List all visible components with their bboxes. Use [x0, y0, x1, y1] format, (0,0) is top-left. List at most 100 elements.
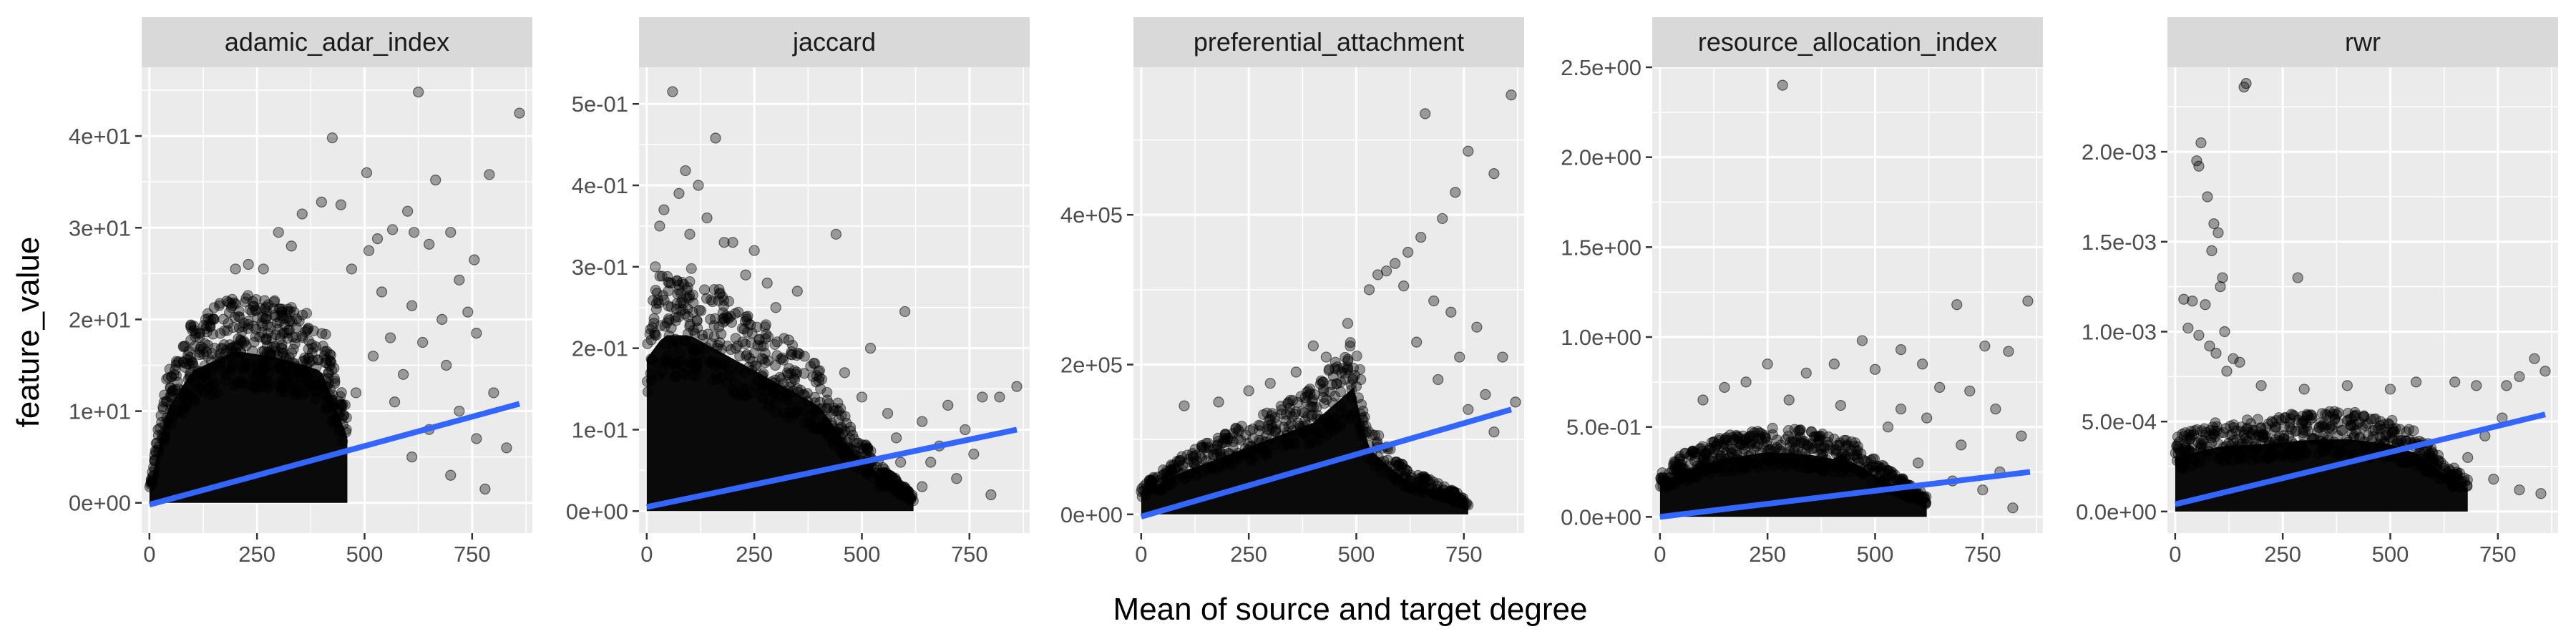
data-point — [157, 401, 169, 412]
axis-ticks: 0 250 500 750 0.0e+00 5.0e-01 1.0e+00 1.5e+00 2.… — [1561, 55, 2001, 567]
data-point — [246, 380, 258, 391]
data-point — [1196, 441, 1207, 452]
data-point — [1883, 470, 1895, 482]
data-point — [942, 399, 954, 411]
data-point — [1675, 474, 1687, 485]
data-point — [286, 240, 297, 252]
data-point — [799, 351, 810, 362]
data-point — [2348, 411, 2360, 422]
data-point — [1433, 374, 1444, 386]
data-point — [1740, 376, 1752, 388]
data-point — [706, 355, 718, 366]
data-point — [2349, 406, 2361, 418]
data-point — [1506, 89, 1517, 101]
data-point — [663, 350, 674, 361]
data-point — [1294, 420, 1305, 431]
data-point — [1774, 444, 1785, 455]
data-point — [258, 263, 269, 275]
data-point — [2450, 480, 2462, 492]
data-point — [307, 343, 318, 354]
x-tick-label: 750 — [1964, 542, 2001, 567]
y-tick-label: 2e+05 — [1060, 353, 1123, 378]
data-point — [1471, 321, 1483, 333]
data-point — [172, 384, 184, 395]
data-point — [2178, 293, 2190, 305]
y-tick-label: 2e-01 — [572, 336, 628, 361]
y-tick-label: 4e+05 — [1060, 203, 1123, 228]
data-point — [665, 278, 677, 289]
data-point — [1878, 475, 1889, 487]
data-point — [985, 489, 997, 501]
data-point — [233, 322, 245, 333]
data-point — [1389, 472, 1400, 483]
data-point — [1729, 464, 1741, 476]
data-point — [960, 424, 971, 436]
data-point — [1242, 437, 1254, 449]
data-point — [691, 315, 703, 326]
data-point — [977, 391, 988, 403]
data-point — [350, 387, 362, 399]
data-point — [1400, 472, 1412, 483]
trend-line — [1140, 406, 1513, 519]
data-point — [1919, 492, 1931, 504]
data-point — [276, 339, 288, 351]
axis-ticks: 0 250 500 750 0e+00 2e+05 4e+05 — [1060, 203, 1483, 567]
data-point — [1896, 489, 1907, 500]
trend-line — [2174, 411, 2546, 507]
data-point — [1335, 400, 1347, 411]
data-point — [1917, 358, 1928, 370]
data-point — [925, 457, 937, 468]
data-point — [1450, 187, 1461, 198]
data-point — [1979, 340, 1991, 352]
facet-title: rwr — [2345, 27, 2381, 57]
data-point — [647, 295, 658, 306]
data-point — [673, 284, 685, 296]
data-point — [1719, 381, 1730, 394]
data-point — [729, 376, 741, 388]
data-point — [2195, 457, 2206, 469]
data-point — [735, 364, 746, 375]
data-point — [778, 378, 789, 389]
data-point — [1198, 442, 1209, 454]
data-point — [445, 469, 457, 481]
data-point — [2346, 428, 2358, 439]
data-point — [1790, 459, 1802, 470]
data-point — [1227, 459, 1239, 471]
data-point — [1669, 460, 1680, 472]
data-point — [2212, 438, 2224, 449]
data-point — [1287, 411, 1298, 423]
data-point — [2185, 426, 2197, 437]
data-point — [284, 306, 296, 317]
data-point — [2219, 326, 2230, 338]
data-point — [1155, 484, 1166, 496]
y-tick-label: 2.5e+00 — [1561, 55, 1641, 80]
x-tick-label: 250 — [1230, 542, 1267, 567]
data-point — [1189, 468, 1201, 479]
data-point — [1352, 392, 1364, 404]
data-point — [316, 328, 328, 339]
data-point — [2314, 435, 2326, 447]
data-point — [189, 396, 200, 407]
y-tick-label: 0.0e+00 — [2076, 499, 2157, 525]
data-point — [1302, 431, 1314, 442]
data-point — [417, 336, 429, 348]
data-point — [794, 348, 805, 360]
data-point — [836, 409, 847, 421]
data-point — [680, 165, 691, 177]
data-point — [2172, 455, 2183, 467]
data-point — [1784, 446, 1795, 457]
data-point — [1246, 453, 1257, 464]
data-point — [1913, 457, 1924, 469]
x-tick-label: 0 — [1135, 542, 1147, 567]
data-point — [1816, 441, 1828, 453]
data-point — [1787, 459, 1799, 470]
data-point — [501, 442, 512, 454]
data-point — [1243, 385, 1254, 396]
data-point — [2386, 414, 2398, 426]
data-point — [1346, 384, 1357, 396]
data-point — [230, 263, 241, 275]
data-point — [711, 374, 723, 385]
data-point — [691, 371, 702, 382]
data-point — [273, 227, 284, 238]
data-point — [221, 296, 233, 307]
